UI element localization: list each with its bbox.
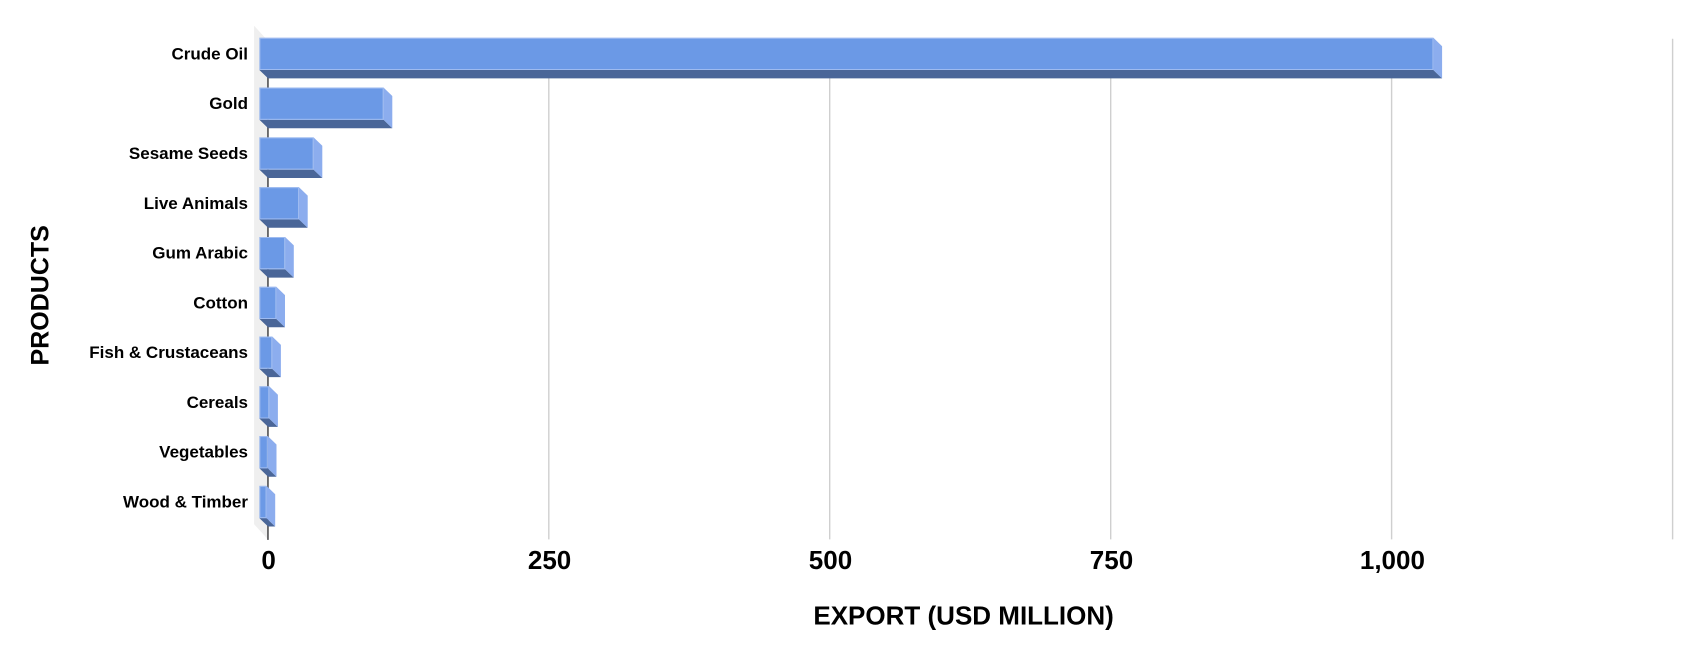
svg-text:Gold: Gold	[209, 94, 248, 113]
svg-text:0: 0	[261, 545, 275, 575]
svg-text:Cotton: Cotton	[193, 293, 248, 312]
svg-text:1,000: 1,000	[1360, 545, 1425, 575]
svg-text:PRODUCTS: PRODUCTS	[27, 225, 55, 365]
svg-text:Vegetables: Vegetables	[159, 443, 248, 462]
svg-text:Cereals: Cereals	[187, 393, 248, 412]
svg-text:Crude Oil: Crude Oil	[171, 44, 248, 63]
svg-text:Live Animals: Live Animals	[144, 194, 248, 213]
svg-text:250: 250	[528, 545, 571, 575]
svg-text:500: 500	[809, 545, 852, 575]
svg-text:EXPORT (USD MILLION): EXPORT (USD MILLION)	[813, 601, 1113, 631]
svg-text:Fish & Crustaceans: Fish & Crustaceans	[89, 343, 248, 362]
svg-text:Sesame Seeds: Sesame Seeds	[129, 144, 248, 163]
svg-text:Wood & Timber: Wood & Timber	[123, 493, 248, 512]
svg-text:750: 750	[1090, 545, 1133, 575]
svg-text:Gum Arabic: Gum Arabic	[152, 244, 248, 263]
